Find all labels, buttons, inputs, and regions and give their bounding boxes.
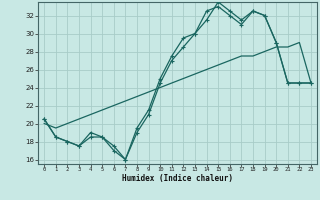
X-axis label: Humidex (Indice chaleur): Humidex (Indice chaleur) — [122, 174, 233, 183]
